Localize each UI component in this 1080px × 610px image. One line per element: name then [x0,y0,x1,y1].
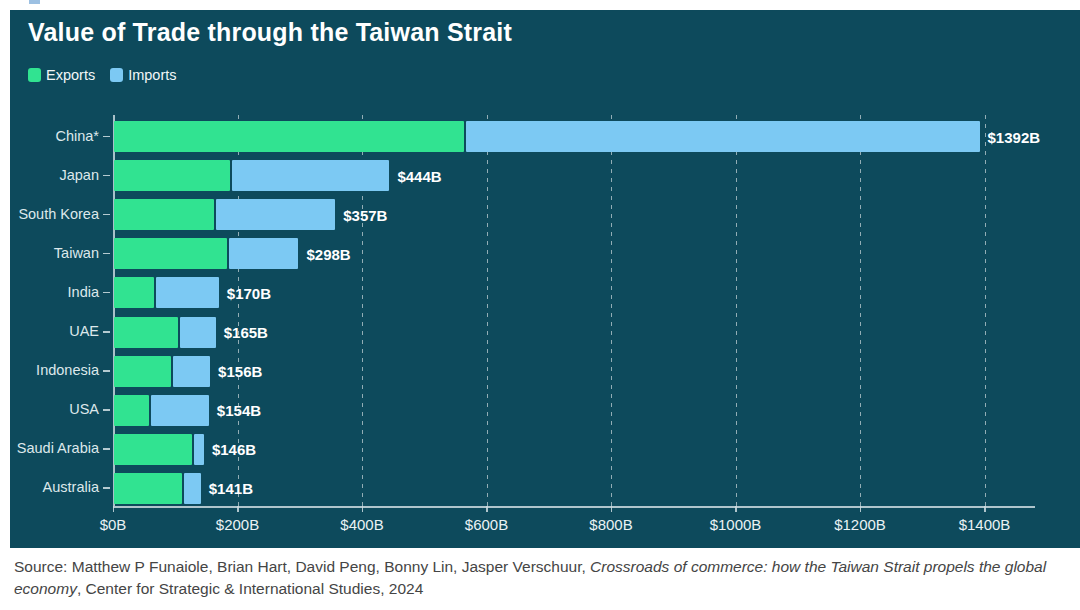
imports-bar-segment [216,199,335,230]
gridline [736,115,737,506]
x-tick-mark [611,506,613,512]
exports-bar-segment [114,356,171,387]
x-tick-mark [486,506,488,512]
imports-bar-segment [232,160,390,191]
y-tick-mark [103,175,110,177]
x-tick-label: $400B [317,516,407,533]
exports-bar-segment [114,395,149,426]
gridline [611,115,612,506]
value-label: $154B [217,402,261,419]
value-label: $1392B [988,129,1041,146]
country-label: USA [10,401,99,417]
x-tick-label: $1400B [940,516,1030,533]
value-label: $141B [209,480,253,497]
gridline [860,115,861,506]
gridline [487,115,488,506]
value-label: $298B [307,246,351,263]
source-citation: Source: Matthew P Funaiole, Brian Hart, … [14,556,1064,601]
x-tick-label: $1000B [691,516,781,533]
x-tick-label: $600B [442,516,532,533]
x-tick-mark [113,506,115,512]
y-tick-mark [103,409,110,411]
x-tick-mark [735,506,737,512]
exports-bar-segment [114,473,182,504]
cropped-artifact [29,0,40,4]
x-tick-label: $0B [68,516,158,533]
value-label: $156B [218,363,262,380]
imports-bar-segment [194,434,204,465]
value-label: $165B [224,324,268,341]
value-label: $146B [212,441,256,458]
country-label: UAE [10,323,99,339]
x-tick-mark [984,506,986,512]
country-label: Australia [10,479,99,495]
plot-area: $0B $200B $400B $600B $800B $1000B $1200B $1400… [10,10,1080,548]
exports-bar-segment [114,199,214,230]
imports-bar-segment [229,238,298,269]
imports-bar-segment [180,317,216,348]
x-tick-label: $1200B [815,516,905,533]
country-label: India [10,284,99,300]
country-label: Taiwan [10,245,99,261]
y-tick-mark [103,136,110,138]
y-tick-mark [103,214,110,216]
x-axis-line [113,506,1035,508]
value-label: $170B [227,285,271,302]
x-tick-label: $800B [566,516,656,533]
y-tick-mark [103,370,110,372]
x-tick-mark [860,506,862,512]
imports-bar-segment [156,277,219,308]
value-label: $444B [397,168,441,185]
x-tick-label: $200B [193,516,283,533]
country-label: South Korea [10,206,99,222]
country-label: China* [10,128,99,144]
country-label: Indonesia [10,362,99,378]
exports-bar-segment [114,317,178,348]
country-label: Saudi Arabia [10,440,99,456]
source-publisher: , Center for Strategic & International S… [77,580,423,597]
y-tick-mark [103,292,110,294]
y-tick-mark [103,331,110,333]
source-authors: Source: Matthew P Funaiole, Brian Hart, … [14,558,590,575]
x-tick-mark [362,506,364,512]
imports-bar-segment [184,473,201,504]
chart-panel: Value of Trade through the Taiwan Strait… [10,10,1080,548]
value-label: $357B [343,207,387,224]
y-tick-mark [103,253,110,255]
imports-bar-segment [173,356,210,387]
imports-bar-segment [466,121,980,152]
exports-bar-segment [114,160,230,191]
imports-bar-segment [151,395,209,426]
y-tick-mark [103,487,110,489]
x-tick-mark [237,506,239,512]
country-label: Japan [10,167,99,183]
exports-bar-segment [114,238,227,269]
gridline [985,115,986,506]
exports-bar-segment [114,434,192,465]
exports-bar-segment [114,277,154,308]
y-tick-mark [103,448,110,450]
exports-bar-segment [114,121,464,152]
